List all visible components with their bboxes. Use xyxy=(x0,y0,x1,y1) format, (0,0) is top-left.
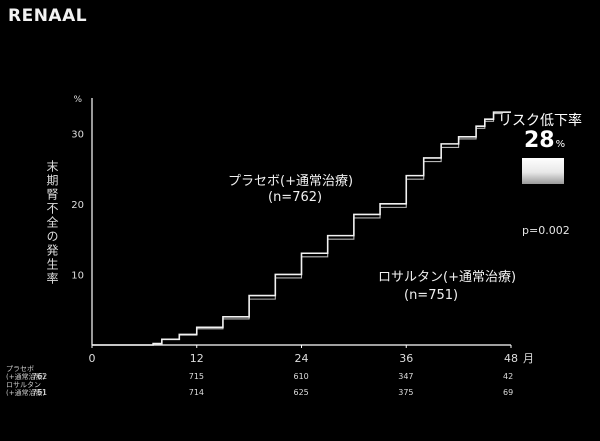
x-tick-label: 0 xyxy=(89,352,96,365)
losartan-n-label: (n=751) xyxy=(404,288,459,303)
chart-ticks: % 10 20 30 0 12 24 36 48 月 xyxy=(71,95,534,365)
brand-logo: RENAAL xyxy=(8,6,88,26)
risk-table-cell: 625 xyxy=(293,388,309,397)
risk-table-cell: 715 xyxy=(188,372,205,381)
risk-table-row-label: プラセボ xyxy=(6,365,34,373)
risk-table-cell: 762 xyxy=(32,372,48,381)
risk-table-cell: 69 xyxy=(503,388,514,397)
chart-axes xyxy=(91,98,511,346)
risk-reduction-unit: % xyxy=(555,139,566,150)
series-line-losartan xyxy=(92,112,503,346)
losartan-series-label: ロサルタン(+通常治療) xyxy=(378,270,517,285)
risk-table-row-sublabel: (+通常治療) xyxy=(6,389,46,397)
x-axis-label: 月 xyxy=(523,352,534,365)
x-tick-label: 12 xyxy=(190,352,204,365)
x-tick-label: 24 xyxy=(295,352,309,365)
risk-table-cell: 714 xyxy=(188,388,205,397)
risk-table-cell: 42 xyxy=(503,372,514,381)
y-tick-label: 20 xyxy=(71,200,84,211)
y-axis-label: 末期腎不全の発生率 xyxy=(45,160,59,286)
risk-table-row-label: ロサルタン xyxy=(6,381,41,389)
risk-table-cell: 751 xyxy=(32,388,48,397)
risk-reduction-box xyxy=(522,158,564,184)
chart-series xyxy=(92,111,511,346)
risk-reduction-number: 28 xyxy=(524,128,555,153)
placebo-n-label: (n=762) xyxy=(268,190,323,205)
risk-reduction-value: 28% xyxy=(524,128,565,153)
y-unit-label: % xyxy=(73,95,82,105)
y-tick-label: 10 xyxy=(71,270,84,281)
x-tick-label: 36 xyxy=(399,352,413,365)
p-value: p=0.002 xyxy=(522,224,570,237)
risk-table-cell: 610 xyxy=(293,372,309,381)
placebo-series-label: プラセボ(+通常治療) xyxy=(228,174,354,189)
risk-table-row-sublabel: (+通常治療) xyxy=(6,373,46,381)
y-tick-label: 30 xyxy=(71,129,84,140)
risk-table-cell: 347 xyxy=(398,372,414,381)
x-tick-label: 48 xyxy=(504,352,518,365)
risk-table-cell: 375 xyxy=(398,388,414,397)
risk-reduction-label: リスク低下率 xyxy=(498,113,582,129)
